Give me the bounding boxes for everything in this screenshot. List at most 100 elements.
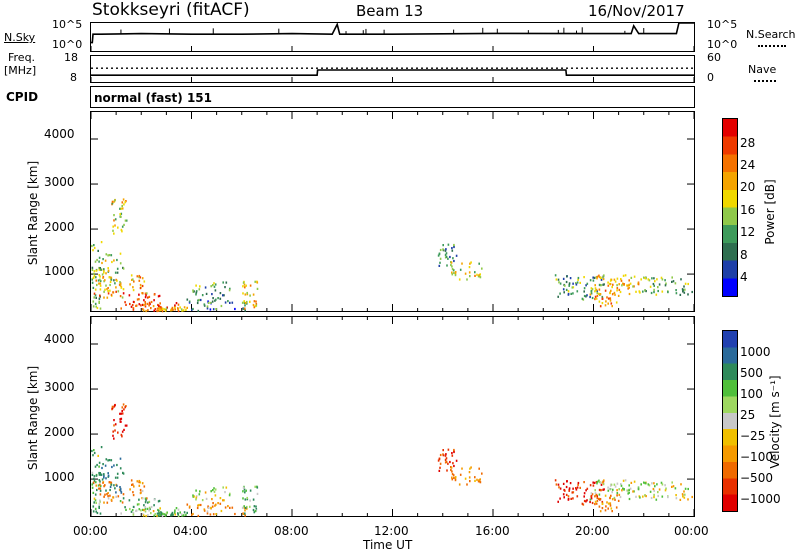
scatter-cell bbox=[123, 428, 125, 431]
scatter-cell bbox=[154, 308, 157, 311]
scatter-cell bbox=[146, 292, 148, 295]
scatter-cell bbox=[576, 495, 579, 498]
scatter-cell bbox=[657, 286, 659, 289]
scatter-cell bbox=[144, 501, 147, 504]
scatter-cell bbox=[170, 309, 172, 312]
scatter-cell bbox=[144, 301, 146, 304]
scatter-cell bbox=[198, 298, 200, 302]
scatter-cell bbox=[96, 283, 98, 287]
noise-right-dotted-line bbox=[758, 45, 786, 47]
scatter-cell bbox=[572, 282, 574, 285]
scatter-cell bbox=[120, 417, 123, 420]
scatter-cell bbox=[107, 269, 110, 272]
scatter-cell bbox=[212, 284, 214, 287]
scatter-cell bbox=[455, 459, 458, 462]
scatter-cell bbox=[620, 484, 623, 487]
scatter-cell bbox=[570, 292, 572, 295]
scatter-cell bbox=[567, 497, 570, 501]
power-ytick-4000: 4000 bbox=[44, 127, 75, 141]
scatter-cell bbox=[254, 280, 256, 283]
scatter-cell bbox=[601, 295, 604, 299]
scatter-cell bbox=[598, 292, 600, 295]
scatter-cell bbox=[606, 501, 608, 504]
scatter-cell bbox=[557, 500, 559, 503]
scatter-cell bbox=[95, 276, 97, 279]
scatter-cell bbox=[225, 486, 228, 489]
scatter-cell bbox=[598, 479, 600, 482]
scatter-cell bbox=[570, 497, 572, 500]
scatter-cell bbox=[681, 288, 684, 291]
scatter-cell bbox=[101, 478, 104, 481]
scatter-cell bbox=[254, 305, 257, 308]
freq-line bbox=[91, 69, 694, 77]
scatter-cell bbox=[98, 473, 101, 476]
scatter-cell bbox=[451, 271, 453, 274]
scatter-cell bbox=[656, 278, 658, 281]
scatter-cell bbox=[105, 272, 107, 275]
scatter-cell bbox=[114, 218, 117, 221]
scatter-cell bbox=[605, 300, 607, 303]
scatter-cell bbox=[657, 494, 659, 498]
scatter-cell bbox=[444, 256, 447, 259]
scatter-cell bbox=[439, 453, 442, 457]
scatter-cell bbox=[601, 302, 604, 305]
vel-cbar-tick-neg25: −25 bbox=[740, 429, 766, 443]
scatter-cell bbox=[191, 308, 193, 311]
scatter-cell bbox=[603, 488, 605, 491]
cpid-panel-frame bbox=[90, 86, 695, 108]
scatter-cell bbox=[195, 496, 198, 499]
scatter-cell bbox=[186, 511, 188, 514]
scatter-cell bbox=[121, 204, 123, 208]
scatter-cell bbox=[661, 495, 664, 498]
scatter-cell bbox=[603, 274, 605, 277]
scatter-cell bbox=[621, 284, 623, 287]
scatter-cell bbox=[600, 483, 603, 486]
scatter-cell bbox=[594, 500, 597, 503]
scatter-cell bbox=[445, 248, 447, 251]
scatter-cell bbox=[97, 249, 99, 252]
scatter-cell bbox=[586, 294, 588, 297]
scatter-cell bbox=[593, 481, 596, 484]
scatter-cell bbox=[592, 484, 595, 487]
scatter-cell bbox=[121, 296, 124, 299]
scatter-cell bbox=[664, 484, 666, 487]
scatter-cell bbox=[142, 513, 144, 516]
scatter-cell bbox=[446, 469, 448, 472]
scatter-cell bbox=[177, 513, 179, 516]
scatter-cell bbox=[186, 298, 189, 301]
scatter-cell bbox=[121, 406, 124, 409]
scatter-cell bbox=[161, 310, 164, 313]
scatter-cell bbox=[616, 284, 618, 287]
scatter-cell bbox=[112, 496, 114, 499]
scatter-cell bbox=[609, 292, 611, 295]
scatter-cell bbox=[479, 276, 482, 279]
scatter-cell bbox=[119, 488, 122, 491]
scatter-cell bbox=[122, 292, 125, 295]
power-cbar-tick-4: 4 bbox=[740, 270, 748, 284]
scatter-cell bbox=[109, 280, 112, 283]
scatter-cell bbox=[94, 302, 97, 305]
scatter-cell bbox=[442, 449, 444, 452]
noise-trace bbox=[90, 22, 695, 51]
scatter-cell bbox=[439, 257, 442, 260]
scatter-cell bbox=[682, 290, 684, 293]
scatter-cell bbox=[123, 203, 125, 206]
scatter-cell bbox=[476, 478, 478, 481]
scatter-cell bbox=[201, 294, 204, 297]
scatter-cell bbox=[244, 514, 246, 517]
scatter-cell bbox=[92, 491, 95, 494]
scatter-cell bbox=[104, 288, 106, 291]
scatter-cell bbox=[117, 290, 120, 293]
scatter-cell bbox=[565, 493, 568, 496]
scatter-cell bbox=[679, 293, 682, 296]
velocity-panel-frame bbox=[90, 316, 695, 517]
scatter-cell bbox=[95, 474, 98, 477]
scatter-cell bbox=[114, 423, 117, 426]
scatter-cell bbox=[653, 489, 655, 492]
scatter-cell bbox=[687, 487, 689, 491]
scatter-cell bbox=[252, 293, 255, 296]
scatter-cell bbox=[214, 283, 217, 286]
scatter-cell bbox=[627, 287, 629, 290]
scatter-cell bbox=[197, 309, 200, 312]
scatter-cell bbox=[132, 307, 135, 310]
